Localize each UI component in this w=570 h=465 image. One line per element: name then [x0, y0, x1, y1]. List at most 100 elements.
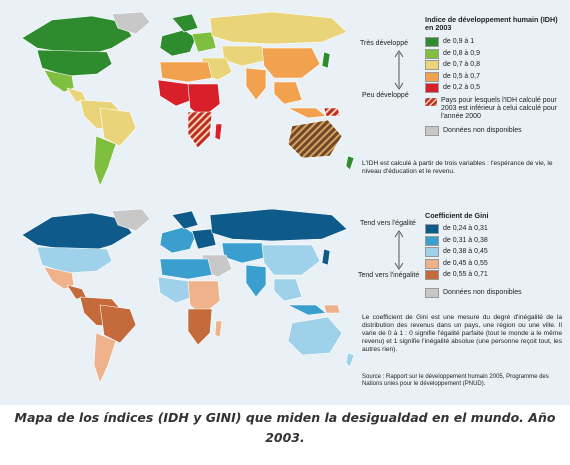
- gini-scandinavia: [171, 210, 199, 230]
- gini-indonesia: [287, 304, 327, 316]
- hdi-southern-africa: [187, 111, 213, 149]
- gini-scale-top-label: Tend vers l'égalité: [360, 220, 416, 227]
- hdi-world-map: [12, 8, 357, 198]
- gini-china: [261, 244, 321, 276]
- hdi-central-america: [66, 87, 87, 103]
- hdi-madagascar: [214, 123, 223, 141]
- gini-central-america: [66, 284, 87, 300]
- gini-western-europe: [159, 226, 197, 254]
- legend-label: de 0,45 à 0,55: [443, 259, 488, 267]
- gini-note: Le coefficient de Gini est une mesure du…: [362, 314, 562, 353]
- legend-swatch: [425, 235, 439, 246]
- legend-swatch: [425, 258, 439, 269]
- gini-north-africa: [159, 258, 213, 280]
- hdi-central-africa: [187, 83, 221, 119]
- legend-label: de 0,2 à 0,5: [443, 84, 480, 92]
- hdi-scale-arrow: [394, 50, 404, 90]
- hdi-scale-bottom-label: Peu développé: [362, 92, 409, 99]
- gini-usa: [36, 246, 113, 274]
- gini-canada: [21, 212, 133, 252]
- hdi-southern-cone: [93, 135, 117, 187]
- gini-papua: [323, 304, 341, 314]
- hdi-usa: [36, 49, 113, 77]
- gini-scale-bottom-label: Tend vers l'inégalité: [358, 272, 420, 279]
- legend-label: de 0,24 à 0,31: [443, 225, 488, 232]
- hdi-legend-hatch-item: Pays pour lesquels l'IDH calculé pour 20…: [425, 97, 565, 121]
- gini-legend: Coefficient de Gini de 0,24 à 0,31 de 0,…: [425, 211, 565, 299]
- gini-legend-item: de 0,55 à 0,71: [425, 269, 565, 281]
- gini-brazil: [99, 304, 137, 344]
- hdi-china: [261, 47, 321, 79]
- hdi-india: [245, 67, 267, 101]
- gini-world-map: [12, 205, 357, 395]
- gini-eastern-europe: [191, 228, 217, 250]
- legend-label: Données non disponibles: [443, 288, 522, 296]
- hdi-note: L'IDH est calculé à partir de trois vari…: [362, 160, 553, 175]
- legend-label: Données non disponibles: [443, 126, 522, 134]
- hdi-legend-no-data: Données non disponibles: [425, 125, 565, 137]
- legend-swatch: [425, 71, 439, 82]
- hdi-papua: [323, 107, 341, 117]
- hdi-legend-title: Indice de développement humain (IDH) en …: [425, 15, 558, 33]
- hdi-japan: [321, 51, 331, 69]
- gini-central-africa: [187, 280, 221, 316]
- gini-southern-africa: [187, 308, 213, 346]
- legend-swatch: [425, 60, 439, 71]
- gini-southern-cone: [93, 332, 117, 384]
- hdi-legend-item: de 0,7 à 0,8: [425, 60, 565, 72]
- legend-label: de 0,9 à 1: [443, 38, 475, 46]
- gini-legend-title: Coefficient de Gini: [425, 211, 489, 220]
- hdi-north-africa: [159, 61, 213, 83]
- legend-swatch: [425, 247, 439, 258]
- hdi-greenland: [111, 11, 151, 35]
- gini-new-zealand: [345, 352, 355, 368]
- hdi-australia: [287, 119, 343, 159]
- legend-label: de 0,5 à 0,7: [443, 72, 480, 80]
- hdi-legend-item: de 0,8 à 0,9: [425, 48, 565, 60]
- legend-swatch: [425, 287, 439, 298]
- legend-label: de 0,55 à 0,71: [443, 271, 488, 278]
- hdi-central-asia: [221, 45, 269, 67]
- hdi-indonesia: [287, 107, 327, 119]
- hdi-scale-top-label: Très développé: [360, 40, 408, 47]
- legend-swatch: [425, 270, 439, 281]
- legend-swatch: [425, 125, 439, 136]
- gini-west-africa: [157, 276, 193, 304]
- hdi-new-zealand: [345, 155, 355, 171]
- gini-legend-item: de 0,24 à 0,31: [425, 223, 565, 235]
- legend-label: de 0,31 à 0,38: [443, 236, 488, 244]
- gini-legend-item: de 0,38 à 0,45: [425, 246, 565, 258]
- gini-russia: [209, 208, 348, 242]
- figure-panel: Très développé Peu développé Indice de d…: [0, 0, 570, 405]
- figure-caption: Mapa de los índices (IDH y GINI) que mid…: [14, 410, 556, 445]
- gini-japan: [321, 248, 331, 266]
- gini-legend-item: de 0,31 à 0,38: [425, 235, 565, 247]
- hdi-southeast-asia: [273, 81, 303, 105]
- legend-label: de 0,7 à 0,8: [443, 61, 480, 69]
- gini-india: [245, 264, 267, 298]
- gini-southeast-asia: [273, 278, 303, 302]
- gini-australia: [287, 316, 343, 356]
- hdi-legend-item: de 0,5 à 0,7: [425, 71, 565, 83]
- hdi-russia: [209, 11, 348, 45]
- gini-legend-no-data: Données non disponibles: [425, 287, 565, 299]
- hdi-eastern-europe: [191, 31, 217, 53]
- hdi-canada: [21, 15, 133, 55]
- hdi-west-africa: [157, 79, 193, 107]
- legend-label: de 0,38 à 0,45: [443, 248, 488, 255]
- legend-swatch: [425, 224, 439, 235]
- source-note: Source : Rapport sur le développement hu…: [362, 374, 549, 388]
- hdi-legend-item: de 0,9 à 1: [425, 37, 565, 49]
- hdi-legend: Indice de développement humain (IDH) en …: [425, 15, 565, 137]
- legend-swatch: [425, 37, 439, 48]
- legend-label: Pays pour lesquels l'IDH calculé pour 20…: [441, 97, 557, 121]
- hdi-legend-item: de 0,2 à 0,5: [425, 83, 565, 95]
- hatch-swatch: [425, 98, 437, 107]
- gini-madagascar: [214, 320, 223, 338]
- legend-swatch: [425, 83, 439, 94]
- gini-legend-item: de 0,45 à 0,55: [425, 258, 565, 270]
- gini-scale-arrow: [394, 230, 404, 270]
- hdi-scandinavia: [171, 13, 199, 33]
- legend-swatch: [425, 48, 439, 59]
- hdi-brazil: [99, 107, 137, 147]
